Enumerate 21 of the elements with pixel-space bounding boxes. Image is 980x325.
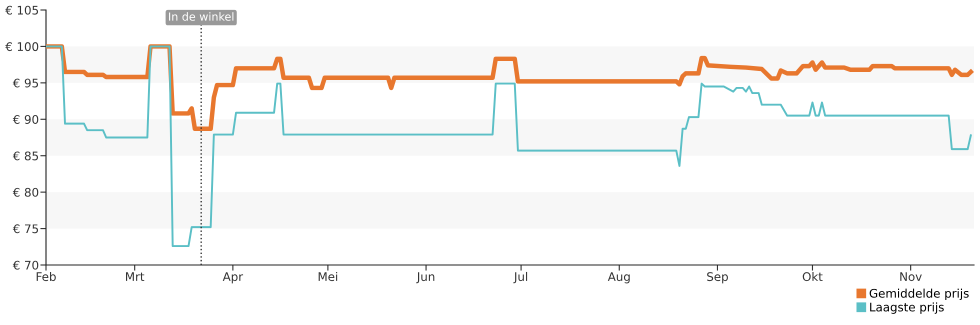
x-tick-label: Nov bbox=[900, 272, 922, 282]
y-tick-label: € 85 bbox=[12, 151, 38, 160]
ref-line-label: In de winkel bbox=[169, 12, 234, 21]
x-tick-label: Feb bbox=[36, 272, 56, 282]
x-tick-label: Mrt bbox=[126, 272, 144, 281]
y-tick-label: € 100 bbox=[5, 42, 38, 52]
x-tick-label: Aug bbox=[608, 272, 630, 284]
legend-label: Laagste prijs bbox=[870, 302, 944, 314]
y-tick-label: € 105 bbox=[5, 6, 38, 15]
x-tick-label: Jul bbox=[513, 272, 528, 284]
legend-label: Gemiddelde prijs bbox=[870, 288, 969, 300]
y-tick-label: € 95 bbox=[12, 78, 38, 88]
y-tick-label: € 90 bbox=[12, 115, 38, 124]
x-tick-label: Okt bbox=[802, 272, 823, 282]
x-tick-label: Sep bbox=[707, 272, 728, 284]
y-tick-label: € 70 bbox=[12, 260, 38, 270]
y-tick-label: € 75 bbox=[12, 224, 38, 234]
x-tick-label: Mei bbox=[318, 272, 338, 282]
x-tick-label: Jun bbox=[416, 272, 434, 284]
y-tick-label: € 80 bbox=[12, 188, 38, 197]
x-tick-label: Apr bbox=[222, 272, 244, 284]
